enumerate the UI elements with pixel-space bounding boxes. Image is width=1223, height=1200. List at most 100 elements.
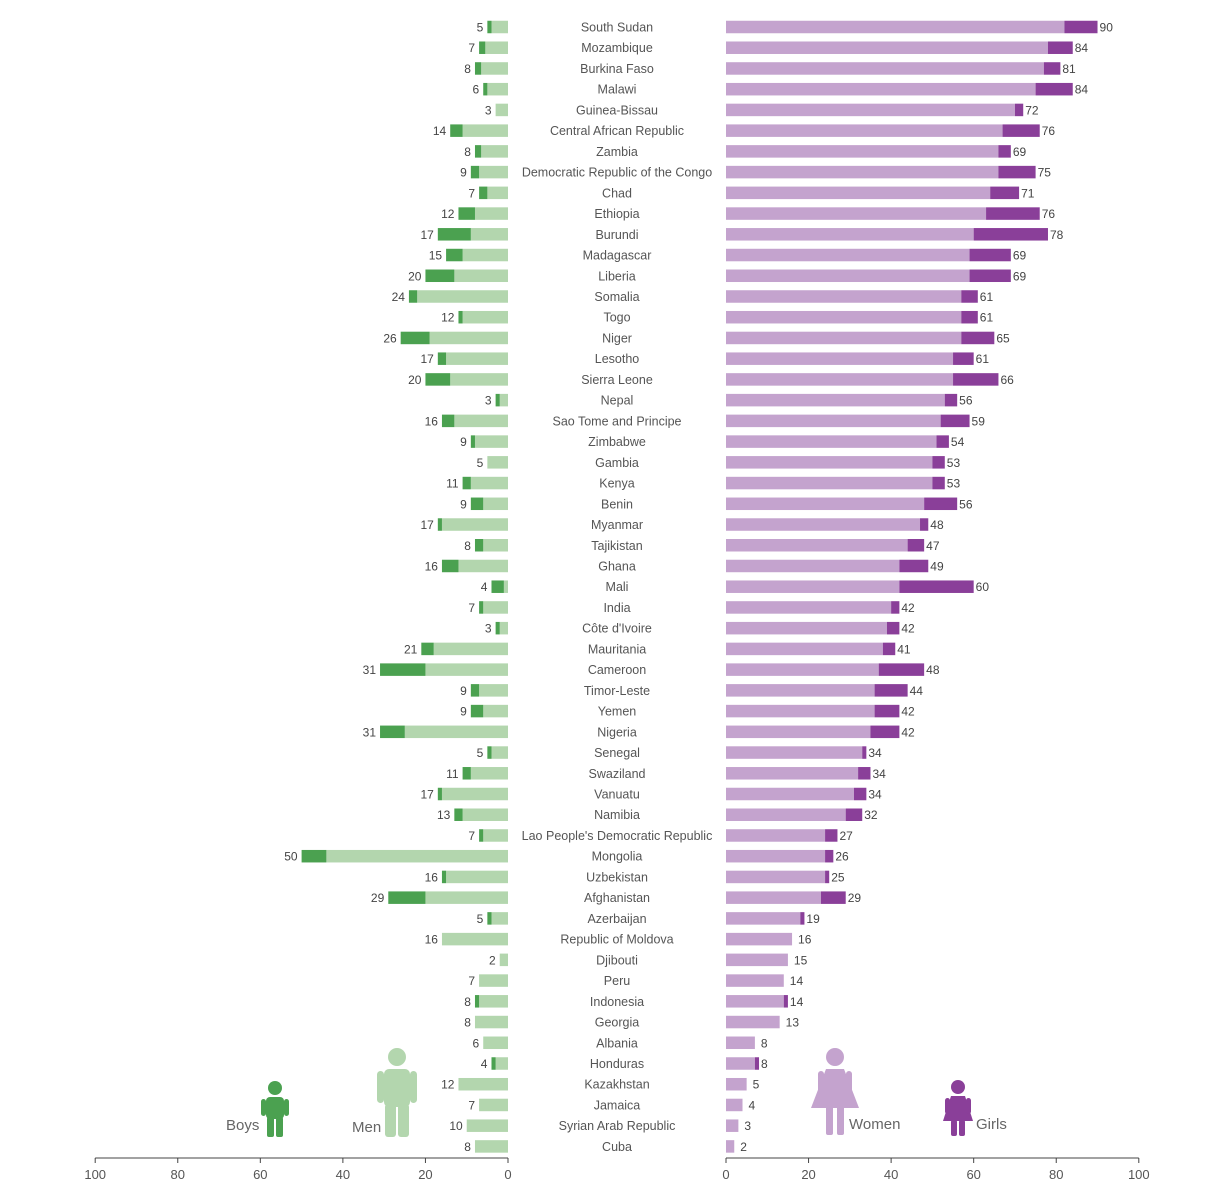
bar-boys	[479, 829, 484, 842]
bar-men	[483, 829, 508, 842]
right-axis-tick-label: 60	[966, 1167, 980, 1182]
right-total-label: 34	[868, 788, 882, 802]
bar-boys	[474, 539, 484, 552]
right-total-label: 16	[798, 933, 812, 947]
bar-women	[726, 186, 991, 200]
bar-boys	[491, 1057, 496, 1070]
bar-men	[458, 1077, 508, 1091]
chart-row: 5 Azerbaijan 19	[477, 912, 820, 926]
country-label: Myanmar	[591, 518, 643, 532]
left-total-label: 20	[408, 269, 422, 283]
bar-girls	[899, 559, 929, 573]
right-total-label: 61	[980, 311, 994, 325]
chart-row: 17 Lesotho 61	[420, 352, 989, 366]
chart-row: 17 Myanmar 48	[420, 518, 943, 532]
chart-row: 6 Albania 8	[473, 1036, 768, 1050]
chart-row: 8 Zambia 69	[464, 145, 1026, 159]
bar-girls	[1014, 103, 1024, 117]
bar-girls	[998, 165, 1036, 179]
bar-boys	[425, 269, 455, 283]
bar-girls	[998, 145, 1011, 158]
bar-men	[487, 186, 508, 200]
country-label: Sao Tome and Principe	[552, 414, 681, 428]
bar-girls	[924, 497, 958, 511]
bar-boys	[487, 746, 492, 759]
bar-girls	[953, 352, 974, 365]
chart-row: 8 Burkina Faso 81	[464, 62, 1076, 76]
bar-women	[726, 82, 1036, 96]
chart-row: 12 Togo 61	[441, 311, 993, 325]
chart-row: 16 Uzbekistan 25	[425, 870, 845, 884]
right-total-label: 4	[749, 1098, 756, 1112]
bar-women	[726, 518, 921, 531]
left-axis-tick-label: 100	[84, 1167, 106, 1182]
left-total-label: 26	[383, 331, 397, 345]
country-label: South Sudan	[581, 21, 653, 35]
right-total-label: 42	[901, 601, 915, 615]
bar-women	[726, 539, 908, 552]
bar-boys	[483, 82, 488, 96]
left-total-label: 3	[485, 394, 492, 408]
bar-women	[726, 1036, 755, 1050]
left-total-label: 4	[481, 580, 488, 594]
chart-axes: 100 80 60 40 20 0 0 20 40 60 80 100	[84, 1157, 1150, 1182]
bar-men	[503, 580, 508, 593]
right-total-label: 76	[1042, 124, 1056, 138]
chart-row: 11 Kenya 53	[446, 477, 960, 491]
bar-women	[726, 290, 962, 303]
chart-row: 8 Tajikistan 47	[464, 539, 940, 553]
left-total-label: 31	[363, 663, 377, 677]
right-total-label: 13	[786, 1016, 800, 1030]
bar-men	[483, 1036, 508, 1050]
right-total-label: 14	[790, 974, 804, 988]
bar-girls	[882, 642, 896, 656]
bar-girls	[1047, 41, 1073, 54]
bar-girls	[1002, 124, 1040, 137]
right-total-label: 56	[959, 394, 973, 408]
country-label: Lesotho	[595, 352, 640, 366]
chart-row: 7 Chad 71	[468, 186, 1034, 200]
chart-row: 10 Syrian Arab Republic 3	[449, 1119, 751, 1133]
bar-boys	[437, 518, 442, 531]
country-label: Gambia	[595, 456, 639, 470]
bar-women	[726, 1119, 739, 1132]
left-total-label: 8	[464, 145, 471, 159]
country-label: Djibouti	[596, 953, 638, 967]
country-label: Mali	[606, 580, 629, 594]
left-total-label: 9	[460, 705, 467, 719]
bar-men	[499, 953, 508, 967]
right-total-label: 49	[930, 559, 944, 573]
bar-girls	[969, 269, 1011, 283]
country-label: Afghanistan	[584, 891, 650, 905]
chart-row: 7 Peru 14	[468, 974, 803, 988]
chart-row: 8 Indonesia 14	[464, 995, 803, 1009]
chart-row: 3 Nepal 56	[485, 394, 973, 408]
bar-men	[474, 1015, 508, 1029]
bar-boys	[495, 621, 500, 635]
right-total-label: 61	[980, 290, 994, 304]
bar-men	[499, 621, 508, 635]
bar-boys	[441, 414, 455, 428]
chart-row: 14 Central African Republic 76	[433, 124, 1056, 138]
bar-boys	[441, 870, 447, 884]
bar-men	[441, 518, 508, 531]
bar-girls	[886, 621, 900, 635]
bar-men	[483, 601, 508, 614]
chart-row: 26 Niger 65	[383, 331, 1010, 345]
bar-women	[726, 787, 854, 801]
right-total-label: 53	[947, 456, 961, 470]
bar-men	[479, 684, 508, 697]
bar-men	[462, 248, 508, 262]
bar-girls	[800, 912, 805, 925]
right-total-label: 69	[1013, 249, 1027, 263]
bar-men	[425, 891, 508, 904]
bar-women	[726, 891, 821, 904]
right-axis-tick-label: 80	[1049, 1167, 1063, 1182]
bar-women	[726, 1077, 747, 1091]
chart-row: 4 Honduras 8	[481, 1057, 768, 1071]
chart-row: 3 Côte d'Ivoire 42	[485, 622, 915, 636]
right-total-label: 32	[864, 808, 878, 822]
left-axis-tick-label: 80	[171, 1167, 185, 1182]
woman-icon	[811, 1048, 859, 1135]
right-total-label: 54	[951, 435, 965, 449]
